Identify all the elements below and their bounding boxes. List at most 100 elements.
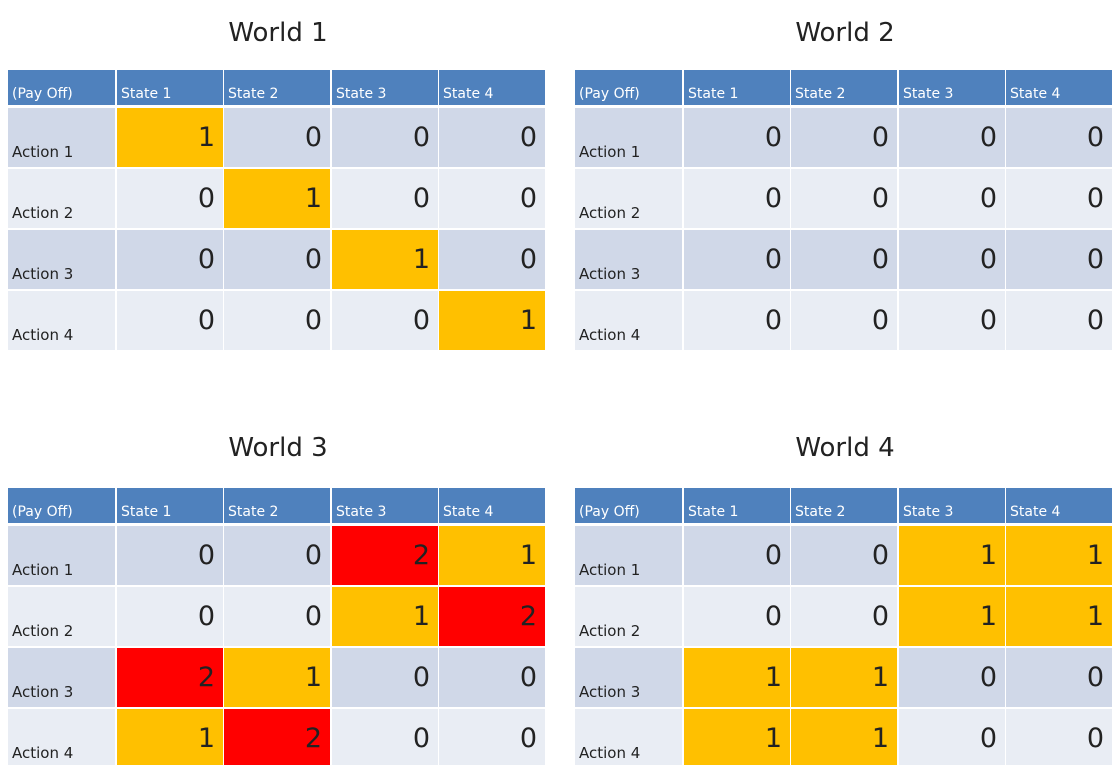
- header-cell: State 4: [1006, 70, 1112, 108]
- cell-value: 0: [117, 230, 223, 289]
- cell-value: 1: [899, 526, 1005, 585]
- cell-value: 0: [1006, 230, 1112, 289]
- cell-value: 0: [1006, 648, 1112, 707]
- cell-value: 1: [439, 526, 545, 585]
- cell-value: 1: [791, 648, 897, 707]
- cell-value: 0: [899, 230, 1005, 289]
- cell-value: 0: [899, 648, 1005, 707]
- cell-value: 1: [684, 709, 790, 765]
- cell-value: 0: [791, 230, 897, 289]
- row-label: Action 4: [8, 709, 115, 765]
- cell-value: 0: [899, 709, 1005, 765]
- cell-value: 0: [684, 230, 790, 289]
- cell-value: 0: [791, 291, 897, 350]
- cell-value: 0: [439, 648, 545, 707]
- cell-value: 0: [439, 709, 545, 765]
- row-label: Action 2: [575, 169, 682, 228]
- cell-value: 1: [332, 230, 438, 289]
- header-cell: State 4: [439, 488, 545, 526]
- cell-value: 0: [332, 709, 438, 765]
- cell-value: 0: [332, 169, 438, 228]
- cell-value: 0: [684, 526, 790, 585]
- cell-value: 0: [1006, 709, 1112, 765]
- cell-value: 0: [1006, 108, 1112, 167]
- header-cell: (Pay Off): [575, 488, 682, 526]
- table-title: World 1: [228, 18, 328, 48]
- header-cell: State 4: [1006, 488, 1112, 526]
- header-cell: (Pay Off): [8, 488, 115, 526]
- cell-value: 1: [684, 648, 790, 707]
- cell-value: 0: [684, 169, 790, 228]
- row-label: Action 4: [8, 291, 115, 350]
- cell-value: 0: [439, 169, 545, 228]
- cell-value: 1: [224, 648, 330, 707]
- header-cell: State 2: [224, 70, 330, 108]
- cell-value: 0: [439, 108, 545, 167]
- header-cell: State 2: [224, 488, 330, 526]
- table-title: World 3: [228, 433, 328, 463]
- row-label: Action 1: [575, 108, 682, 167]
- header-cell: State 1: [684, 488, 790, 526]
- cell-value: 0: [117, 169, 223, 228]
- cell-value: 0: [224, 526, 330, 585]
- cell-value: 0: [224, 291, 330, 350]
- row-label: Action 2: [8, 587, 115, 646]
- cell-value: 0: [684, 587, 790, 646]
- header-cell: State 3: [332, 488, 438, 526]
- header-cell: State 3: [899, 70, 1005, 108]
- cell-value: 0: [224, 587, 330, 646]
- header-cell: State 1: [684, 70, 790, 108]
- header-cell: State 1: [117, 488, 223, 526]
- row-label: Action 2: [575, 587, 682, 646]
- cell-value: 0: [684, 108, 790, 167]
- cell-value: 1: [1006, 587, 1112, 646]
- cell-value: 0: [684, 291, 790, 350]
- cell-value: 1: [224, 169, 330, 228]
- header-cell: State 4: [439, 70, 545, 108]
- cell-value: 1: [439, 291, 545, 350]
- cell-value: 0: [899, 291, 1005, 350]
- cell-value: 1: [117, 709, 223, 765]
- row-label: Action 4: [575, 291, 682, 350]
- cell-value: 0: [224, 108, 330, 167]
- cell-value: 0: [117, 291, 223, 350]
- row-label: Action 1: [575, 526, 682, 585]
- cell-value: 0: [899, 169, 1005, 228]
- header-cell: (Pay Off): [575, 70, 682, 108]
- cell-value: 1: [899, 587, 1005, 646]
- row-label: Action 1: [8, 108, 115, 167]
- cell-value: 0: [439, 230, 545, 289]
- cell-value: 2: [224, 709, 330, 765]
- cell-value: 1: [332, 587, 438, 646]
- header-cell: State 2: [791, 70, 897, 108]
- cell-value: 2: [332, 526, 438, 585]
- row-label: Action 2: [8, 169, 115, 228]
- cell-value: 0: [332, 108, 438, 167]
- row-label: Action 3: [8, 648, 115, 707]
- cell-value: 0: [791, 169, 897, 228]
- cell-value: 2: [439, 587, 545, 646]
- cell-value: 0: [332, 648, 438, 707]
- cell-value: 1: [117, 108, 223, 167]
- row-label: Action 3: [8, 230, 115, 289]
- table-title: World 4: [795, 433, 895, 463]
- cell-value: 2: [117, 648, 223, 707]
- header-cell: State 3: [332, 70, 438, 108]
- cell-value: 0: [117, 587, 223, 646]
- header-cell: State 2: [791, 488, 897, 526]
- header-cell: State 3: [899, 488, 1005, 526]
- header-cell: (Pay Off): [8, 70, 115, 108]
- cell-value: 0: [1006, 291, 1112, 350]
- header-cell: State 1: [117, 70, 223, 108]
- table-title: World 2: [795, 18, 895, 48]
- cell-value: 0: [117, 526, 223, 585]
- cell-value: 0: [1006, 169, 1112, 228]
- cell-value: 0: [791, 526, 897, 585]
- cell-value: 0: [224, 230, 330, 289]
- cell-value: 0: [791, 108, 897, 167]
- row-label: Action 4: [575, 709, 682, 765]
- row-label: Action 3: [575, 230, 682, 289]
- row-label: Action 1: [8, 526, 115, 585]
